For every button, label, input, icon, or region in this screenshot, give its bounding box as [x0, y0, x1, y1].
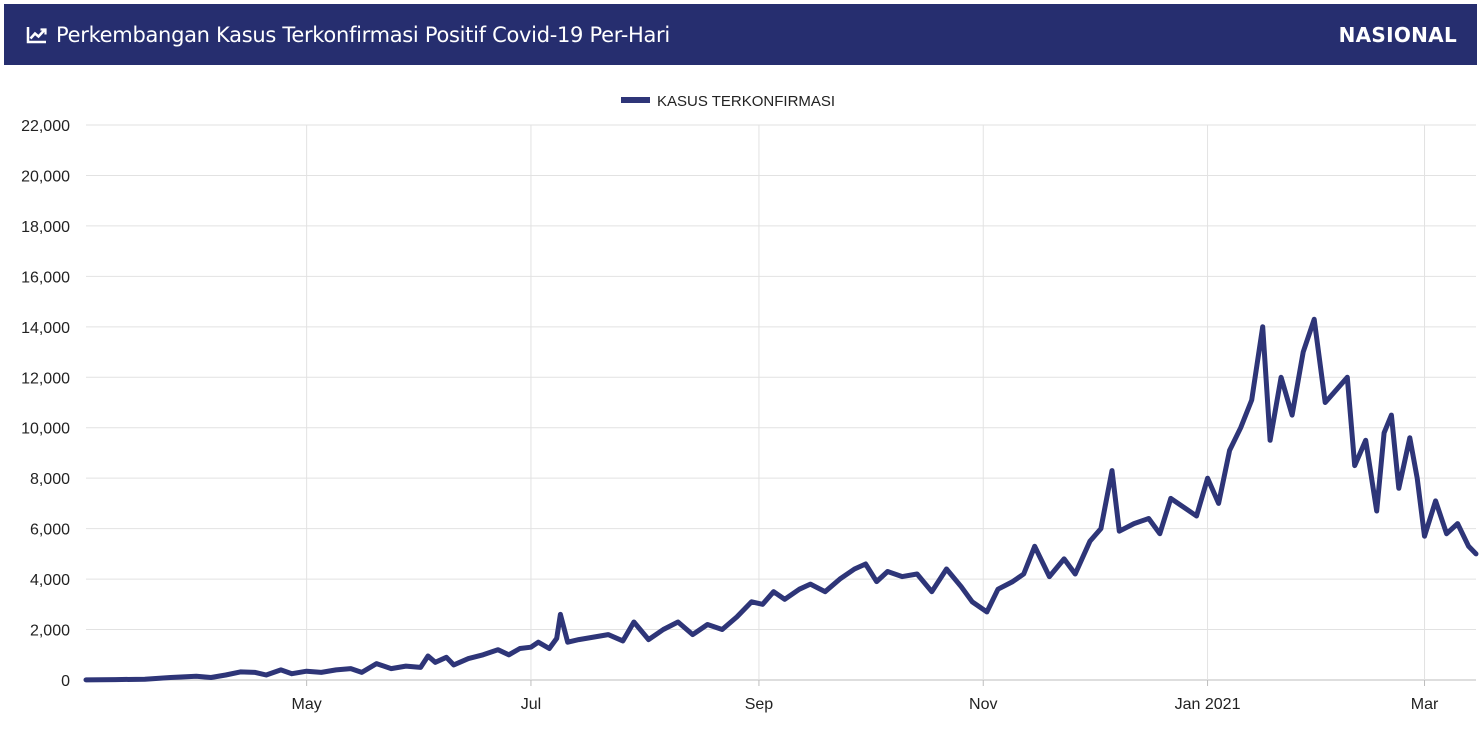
- y-tick-label: 18,000: [21, 219, 70, 236]
- x-axis: May Jul Sep Nov Jan 2021 Mar: [292, 696, 1439, 713]
- scope-label: NASIONAL: [1338, 22, 1457, 47]
- y-tick-label: 16,000: [21, 269, 70, 286]
- line-chart-icon: [26, 26, 47, 43]
- x-tick-label: Sep: [745, 696, 774, 713]
- y-axis: 0 2,000 4,000 6,000 8,000 10,000 12,000 14,000 1…: [21, 118, 70, 690]
- header-left: Perkembangan Kasus Terkonfirmasi Positif…: [26, 23, 670, 47]
- y-tick-label: 22,000: [21, 118, 70, 135]
- y-tick-label: 20,000: [21, 168, 70, 185]
- x-tick-label: May: [292, 696, 322, 713]
- y-tick-label: 2,000: [30, 623, 70, 640]
- series-layer: [83, 316, 1479, 683]
- y-tick-label: 8,000: [30, 471, 70, 488]
- series-line-kasus-terkonfirmasi: [83, 316, 1479, 683]
- legend-label: KASUS TERKONFIRMASI: [657, 93, 835, 110]
- y-tick-label: 0: [61, 673, 70, 690]
- x-tick-label: Nov: [969, 696, 997, 713]
- y-tick-label: 6,000: [30, 522, 70, 539]
- x-tick-label: Mar: [1411, 696, 1439, 713]
- y-tick-label: 10,000: [21, 421, 70, 438]
- chart-header: Perkembangan Kasus Terkonfirmasi Positif…: [4, 4, 1477, 65]
- x-tick-label: Jan 2021: [1175, 696, 1241, 713]
- y-tick-label: 14,000: [21, 320, 70, 337]
- chart-legend[interactable]: KASUS TERKONFIRMASI: [621, 93, 835, 110]
- y-tick-label: 4,000: [30, 572, 70, 589]
- chart-grid: [86, 124, 1476, 686]
- x-tick-label: Jul: [521, 696, 541, 713]
- y-tick-label: 12,000: [21, 370, 70, 387]
- chart-title: Perkembangan Kasus Terkonfirmasi Positif…: [56, 22, 670, 47]
